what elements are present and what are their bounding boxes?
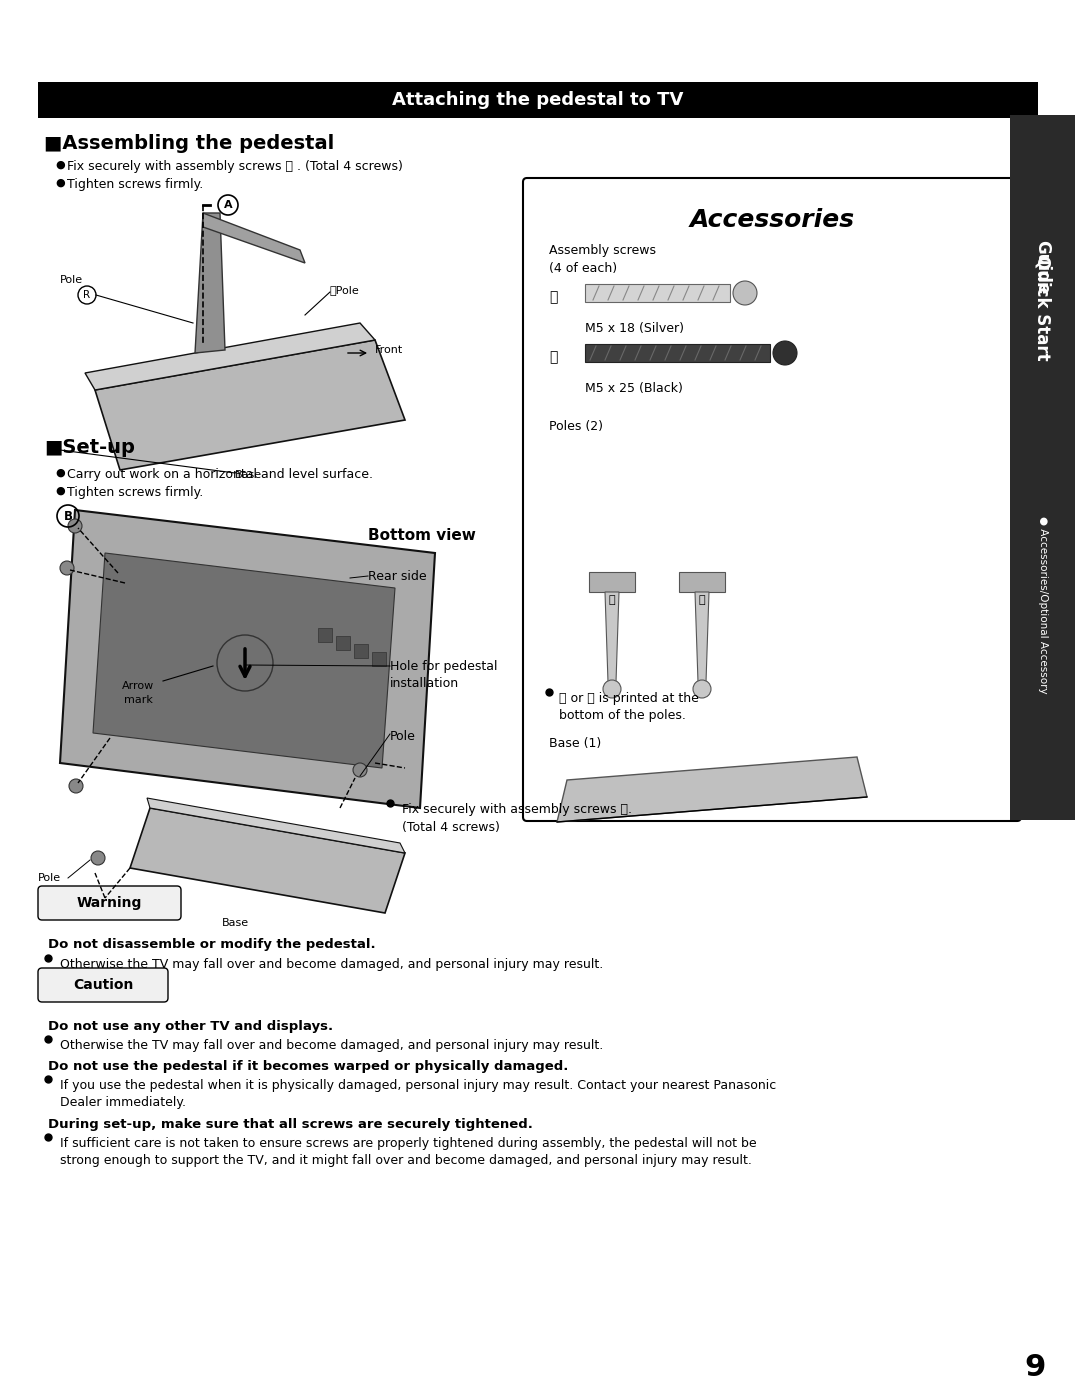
Polygon shape — [147, 798, 405, 854]
Bar — [585, 344, 770, 362]
Text: mark: mark — [123, 694, 152, 705]
Bar — [1010, 115, 1075, 820]
Text: Carry out work on a horizontal and level surface.: Carry out work on a horizontal and level… — [67, 468, 373, 481]
Circle shape — [353, 763, 367, 777]
Text: Fix securely with assembly screws ⓐ . (Total 4 screws): Fix securely with assembly screws ⓐ . (T… — [67, 161, 403, 173]
Text: Dealer immediately.: Dealer immediately. — [60, 1097, 186, 1109]
Text: Otherwise the TV may fall over and become damaged, and personal injury may resul: Otherwise the TV may fall over and becom… — [60, 958, 604, 971]
Text: Base (1): Base (1) — [549, 738, 602, 750]
Text: ●: ● — [55, 177, 65, 189]
Text: Base: Base — [235, 469, 262, 481]
Text: Poles (2): Poles (2) — [549, 420, 603, 433]
Text: Do not use the pedestal if it becomes warped or physically damaged.: Do not use the pedestal if it becomes wa… — [48, 1060, 568, 1073]
Text: Pole: Pole — [390, 731, 416, 743]
Circle shape — [91, 851, 105, 865]
Circle shape — [603, 680, 621, 698]
Bar — [318, 629, 332, 643]
Circle shape — [69, 780, 83, 793]
Polygon shape — [696, 592, 708, 682]
Text: Ⓛ: Ⓛ — [609, 595, 616, 605]
Text: Quick Start: Quick Start — [1034, 254, 1052, 360]
Text: If you use the pedestal when it is physically damaged, personal injury may resul: If you use the pedestal when it is physi… — [60, 1078, 777, 1092]
Text: ●: ● — [55, 161, 65, 170]
Text: (4 of each): (4 of each) — [549, 263, 617, 275]
Text: Accessories: Accessories — [689, 208, 854, 232]
Text: ●: ● — [55, 468, 65, 478]
Text: Ⓑ: Ⓑ — [549, 351, 557, 365]
Text: Front: Front — [375, 345, 403, 355]
FancyBboxPatch shape — [589, 571, 635, 592]
Text: Caution: Caution — [72, 978, 133, 992]
Text: strong enough to support the TV, and it might fall over and become damaged, and : strong enough to support the TV, and it … — [60, 1154, 752, 1166]
Bar — [38, 82, 1038, 117]
Text: Attaching the pedestal to TV: Attaching the pedestal to TV — [392, 91, 684, 109]
Polygon shape — [203, 212, 305, 263]
Polygon shape — [93, 553, 395, 768]
Text: Hole for pedestal
installation: Hole for pedestal installation — [390, 659, 498, 690]
Text: Tighten screws firmly.: Tighten screws firmly. — [67, 486, 203, 499]
Polygon shape — [60, 510, 435, 807]
Text: Warning: Warning — [77, 895, 141, 909]
Circle shape — [693, 680, 711, 698]
Text: Tighten screws firmly.: Tighten screws firmly. — [67, 177, 203, 191]
Bar — [372, 652, 386, 666]
Text: Ⓛ or Ⓡ is printed at the: Ⓛ or Ⓡ is printed at the — [559, 692, 699, 705]
Text: Arrow: Arrow — [122, 680, 154, 692]
Bar — [585, 284, 730, 302]
Text: bottom of the poles.: bottom of the poles. — [559, 710, 686, 722]
Bar — [336, 636, 350, 650]
Circle shape — [773, 341, 797, 365]
Text: Fix securely with assembly screws Ⓑ.
(Total 4 screws): Fix securely with assembly screws Ⓑ. (To… — [402, 803, 632, 834]
Text: During set-up, make sure that all screws are securely tightened.: During set-up, make sure that all screws… — [48, 1118, 532, 1132]
Text: A: A — [224, 200, 232, 210]
Circle shape — [60, 562, 75, 576]
Text: ■Set-up: ■Set-up — [44, 439, 135, 457]
Text: 9: 9 — [1024, 1354, 1045, 1383]
Text: R: R — [83, 291, 91, 300]
Text: M5 x 18 (Silver): M5 x 18 (Silver) — [585, 321, 684, 335]
Polygon shape — [195, 212, 225, 353]
Text: Ⓡ: Ⓡ — [699, 595, 705, 605]
Text: Otherwise the TV may fall over and become damaged, and personal injury may resul: Otherwise the TV may fall over and becom… — [60, 1039, 604, 1052]
Text: ■Assembling the pedestal: ■Assembling the pedestal — [44, 134, 334, 154]
Text: Guide: Guide — [1034, 240, 1052, 295]
Text: Pole: Pole — [38, 873, 62, 883]
Text: ● Accessories/Optional Accessory: ● Accessories/Optional Accessory — [1038, 515, 1048, 694]
Polygon shape — [85, 323, 375, 390]
Text: M5 x 25 (Black): M5 x 25 (Black) — [585, 381, 683, 395]
Polygon shape — [557, 757, 867, 821]
Circle shape — [733, 281, 757, 305]
FancyBboxPatch shape — [523, 177, 1021, 821]
Text: If sufficient care is not taken to ensure screws are properly tightened during a: If sufficient care is not taken to ensur… — [60, 1137, 757, 1150]
Circle shape — [68, 520, 82, 534]
FancyBboxPatch shape — [38, 886, 181, 921]
Text: ●: ● — [55, 486, 65, 496]
Text: ⓐ: ⓐ — [549, 291, 557, 305]
Text: B: B — [64, 510, 72, 522]
FancyBboxPatch shape — [38, 968, 168, 1002]
Text: Assembly screws: Assembly screws — [549, 244, 656, 257]
Text: Do not disassemble or modify the pedestal.: Do not disassemble or modify the pedesta… — [48, 937, 376, 951]
Polygon shape — [95, 339, 405, 469]
Polygon shape — [130, 807, 405, 914]
Text: Do not use any other TV and displays.: Do not use any other TV and displays. — [48, 1020, 333, 1032]
Text: Base: Base — [221, 918, 248, 928]
Text: Rear side: Rear side — [368, 570, 427, 583]
Text: Pole: Pole — [60, 275, 83, 285]
Text: ⓁPole: ⓁPole — [330, 285, 360, 295]
Polygon shape — [605, 592, 619, 682]
Bar — [354, 644, 368, 658]
FancyBboxPatch shape — [679, 571, 725, 592]
Text: Bottom view: Bottom view — [368, 528, 476, 543]
